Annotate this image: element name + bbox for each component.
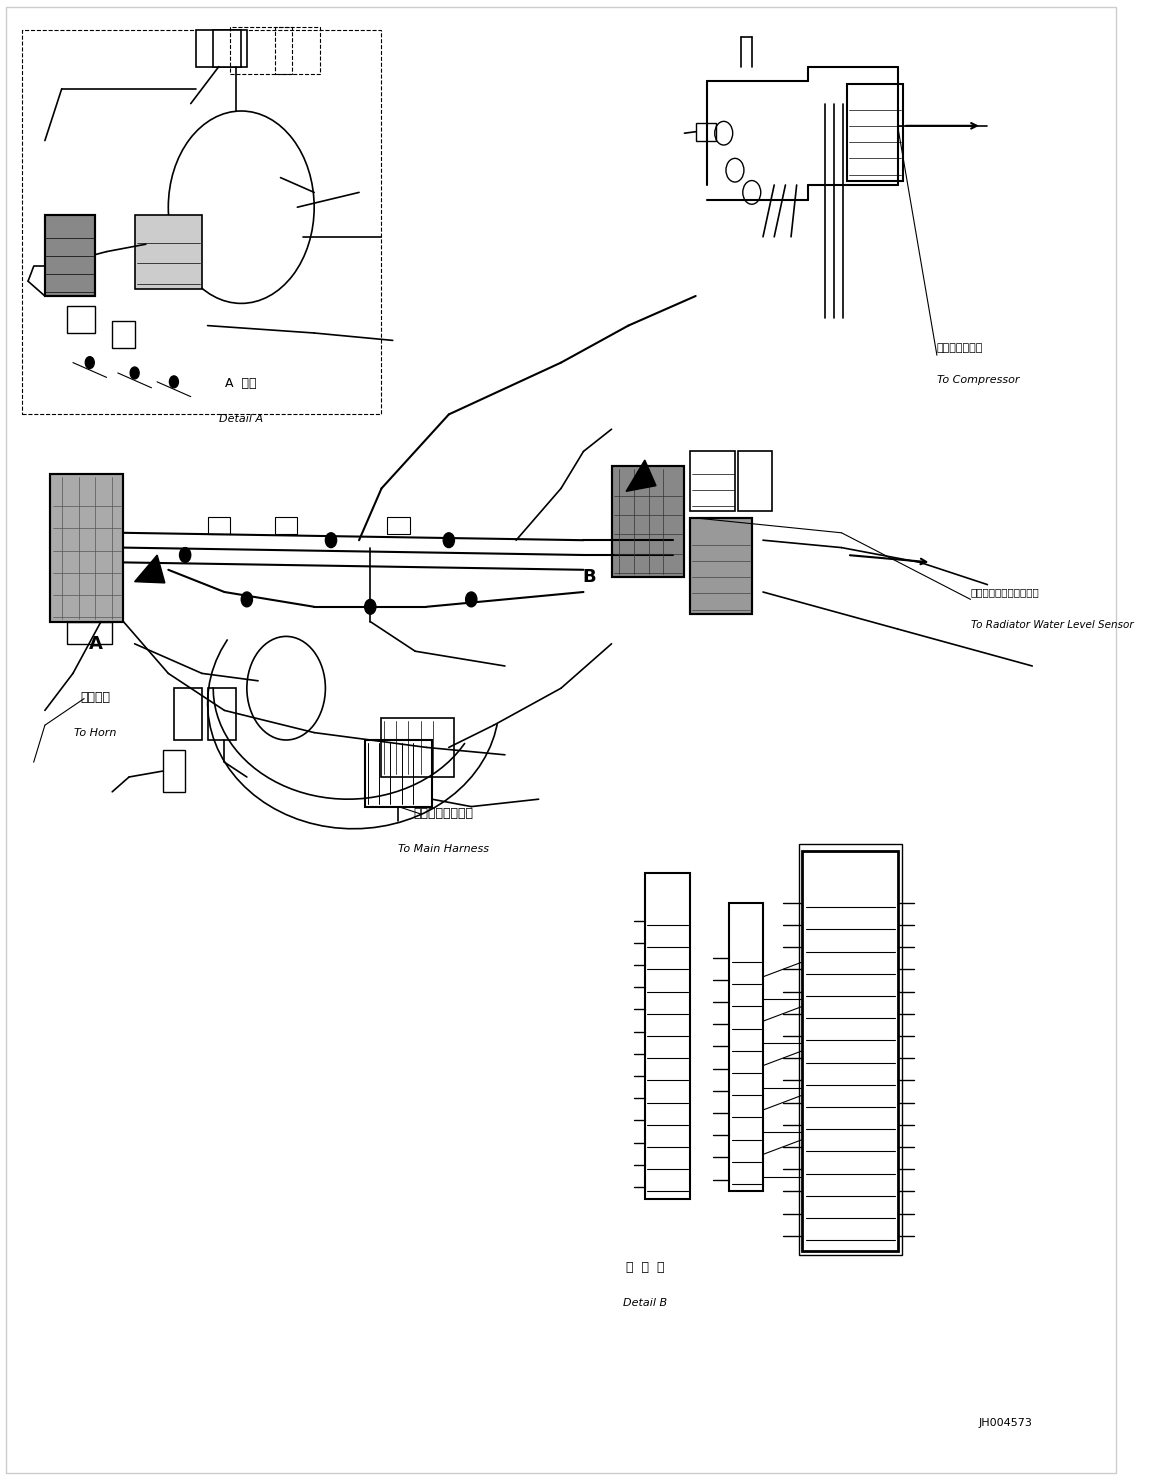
Bar: [612, 466, 685, 577]
Bar: [690, 518, 751, 614]
Bar: [67, 622, 112, 644]
Text: To Main Harness: To Main Harness: [398, 844, 488, 854]
Bar: [135, 215, 202, 289]
Bar: [45, 215, 95, 296]
Circle shape: [241, 592, 252, 607]
Bar: [365, 740, 431, 807]
Polygon shape: [135, 555, 165, 583]
Circle shape: [365, 599, 376, 614]
Text: JH004573: JH004573: [978, 1418, 1033, 1428]
Text: コンプレッサへ: コンプレッサへ: [937, 343, 983, 352]
Text: To Compressor: To Compressor: [937, 376, 1020, 385]
Bar: [847, 84, 904, 181]
Text: Detail A: Detail A: [219, 414, 263, 425]
Polygon shape: [626, 460, 656, 491]
Circle shape: [326, 533, 336, 548]
Text: A: A: [88, 635, 102, 653]
Bar: [163, 750, 185, 792]
Circle shape: [170, 376, 178, 388]
Circle shape: [179, 548, 191, 562]
Bar: [387, 517, 409, 534]
Bar: [381, 718, 455, 777]
Text: ラジェータ水位センサへ: ラジェータ水位センサへ: [971, 588, 1040, 596]
Bar: [50, 474, 123, 622]
Text: 日  詳  細: 日 詳 細: [626, 1261, 664, 1274]
Circle shape: [85, 357, 94, 369]
Bar: [207, 688, 236, 740]
Bar: [739, 451, 772, 511]
Text: A  詳細: A 詳細: [226, 377, 257, 391]
Bar: [799, 844, 902, 1255]
Bar: [690, 451, 735, 511]
Circle shape: [130, 367, 140, 379]
Text: B: B: [583, 568, 595, 586]
Bar: [729, 903, 763, 1191]
Bar: [690, 518, 751, 614]
Bar: [50, 474, 123, 622]
Bar: [274, 27, 320, 74]
Bar: [45, 215, 95, 296]
Bar: [695, 123, 716, 141]
Bar: [197, 30, 247, 67]
Bar: [213, 30, 241, 67]
Circle shape: [443, 533, 455, 548]
Bar: [22, 30, 381, 414]
Bar: [174, 688, 202, 740]
Text: To Horn: To Horn: [74, 728, 116, 739]
Bar: [112, 321, 135, 348]
Bar: [67, 306, 95, 333]
Text: ホーンへ: ホーンへ: [80, 691, 110, 704]
Bar: [645, 873, 690, 1199]
Bar: [230, 27, 292, 74]
Bar: [274, 517, 298, 534]
Bar: [802, 851, 898, 1251]
Bar: [612, 466, 685, 577]
Text: メインハーネスへ: メインハーネスへ: [413, 807, 473, 820]
Text: To Radiator Water Level Sensor: To Radiator Water Level Sensor: [971, 620, 1133, 629]
Text: Detail B: Detail B: [623, 1298, 668, 1308]
Circle shape: [465, 592, 477, 607]
Bar: [207, 517, 230, 534]
